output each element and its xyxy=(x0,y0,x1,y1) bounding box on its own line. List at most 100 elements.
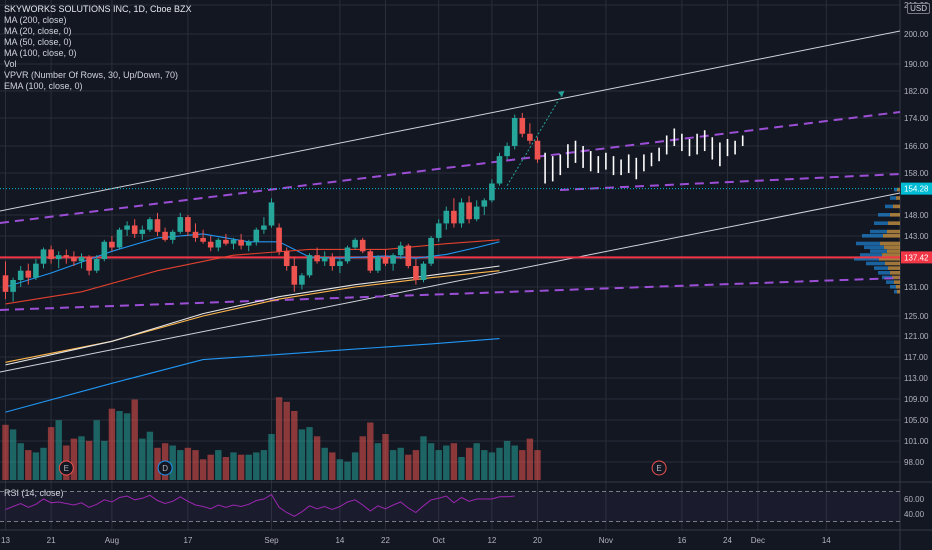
time-tick-label: Nov xyxy=(599,536,613,545)
currency-badge[interactable]: USD xyxy=(907,3,930,14)
time-tick-label: 24 xyxy=(723,536,732,545)
trend-drawings xyxy=(0,30,901,373)
rsi-pane xyxy=(0,491,900,522)
rsi-line xyxy=(5,493,515,517)
time-tick-label: 12 xyxy=(487,536,496,545)
price-tick-label: 158.00 xyxy=(904,169,929,178)
indicator-ma100[interactable]: MA (100, close, 0) xyxy=(4,48,77,58)
time-tick-label: Oct xyxy=(432,536,445,545)
candle-body xyxy=(283,251,290,266)
price-tick-label: 121.00 xyxy=(904,332,929,341)
vpvr-down-row xyxy=(879,257,900,261)
volume-bar xyxy=(47,427,55,480)
candle-body xyxy=(473,206,480,220)
volume-bar xyxy=(298,429,306,480)
candle-body xyxy=(397,245,404,256)
time-tick-label: 17 xyxy=(183,536,192,545)
volume-bar xyxy=(283,401,290,480)
volume-bar xyxy=(291,411,298,480)
candle-body xyxy=(489,183,495,201)
price-tick-label: 98.00 xyxy=(904,458,925,467)
candle-body xyxy=(17,270,24,280)
volume-bar xyxy=(154,447,161,480)
candle-body xyxy=(162,231,168,240)
volume-bar xyxy=(177,450,184,480)
indicator-vol[interactable]: Vol xyxy=(4,59,17,69)
volume-bar xyxy=(329,452,336,480)
candle-body xyxy=(329,257,336,266)
candle-body xyxy=(245,241,252,246)
candle-body xyxy=(481,200,488,207)
candle-body xyxy=(299,275,305,285)
ma-line xyxy=(5,239,500,305)
vpvr-down-row xyxy=(888,221,900,225)
candle-body xyxy=(527,133,533,141)
candle-body xyxy=(367,251,374,271)
vpvr-down-row xyxy=(896,196,900,200)
indicator-legend: SKYWORKS SOLUTIONS INC, 1D, Cboe BZX MA … xyxy=(4,4,192,92)
candle-body xyxy=(306,255,313,276)
price-tick-label: 143.00 xyxy=(904,232,929,241)
event-marker xyxy=(157,460,173,476)
price-badge-label: 154.28 xyxy=(904,185,929,194)
volume-bar xyxy=(268,434,275,480)
candle-body xyxy=(337,261,343,266)
volume-bar xyxy=(503,440,511,480)
rsi-tick-label: 60.00 xyxy=(904,495,925,504)
volume-bar xyxy=(313,436,321,480)
candle-body xyxy=(344,247,351,262)
volume-bar xyxy=(412,450,420,480)
projection-arrow-head xyxy=(558,91,565,97)
candle-body xyxy=(55,255,62,259)
indicator-ma50[interactable]: MA (50, close, 0) xyxy=(4,37,72,47)
volume-bar xyxy=(207,454,214,480)
price-tick-label: 174.00 xyxy=(904,114,929,123)
rsi-label[interactable]: RSI (14, close) xyxy=(4,488,64,498)
candle-body xyxy=(40,249,47,264)
time-tick-label: Aug xyxy=(105,536,119,545)
volume-bar xyxy=(123,413,131,480)
candle-body xyxy=(268,202,275,226)
candle-body xyxy=(352,239,358,248)
price-badge xyxy=(901,251,932,264)
volume-bar xyxy=(17,443,24,480)
volume-bar xyxy=(465,447,473,480)
vpvr-down-row xyxy=(893,204,900,209)
indicator-ma200[interactable]: MA (200, close) xyxy=(4,15,67,25)
candle-body xyxy=(200,237,206,242)
price-tick-label: 117.00 xyxy=(904,353,928,362)
symbol-title[interactable]: SKYWORKS SOLUTIONS INC, 1D, Cboe BZX xyxy=(4,4,192,14)
vpvr-up-row xyxy=(894,289,897,294)
volume-bar xyxy=(382,434,389,480)
volume-bar xyxy=(230,452,237,480)
candle-body xyxy=(291,266,298,285)
volume-bar xyxy=(481,450,488,480)
candle-body xyxy=(458,202,465,224)
candle-body xyxy=(169,231,176,240)
vpvr-up-row xyxy=(890,196,896,200)
candle-body xyxy=(131,225,138,234)
candle-body xyxy=(496,156,503,184)
volume-bar xyxy=(131,399,138,480)
time-tick-label: Dec xyxy=(751,536,765,545)
vpvr-up-row xyxy=(860,253,882,257)
price-badge xyxy=(901,182,932,195)
vpvr-up-row xyxy=(878,271,890,275)
indicator-vpvr[interactable]: VPVR (Number Of Rows, 30, Up/Down, 70) xyxy=(4,70,179,80)
candle-body xyxy=(192,231,199,238)
volume-bar xyxy=(496,447,503,480)
price-tick-label: 148.00 xyxy=(904,211,929,220)
candle-body xyxy=(253,229,260,242)
volume-bar xyxy=(260,450,268,480)
volume-bar xyxy=(435,450,442,480)
vpvr-down-row xyxy=(887,249,900,253)
volume-bar xyxy=(374,443,382,480)
event-marker-label: D xyxy=(162,464,168,473)
candle-body xyxy=(230,239,237,244)
volume-bar xyxy=(32,452,40,480)
indicator-ema100[interactable]: EMA (100, close, 0) xyxy=(4,81,83,91)
indicator-ma20[interactable]: MA (20, close, 0) xyxy=(4,26,72,36)
